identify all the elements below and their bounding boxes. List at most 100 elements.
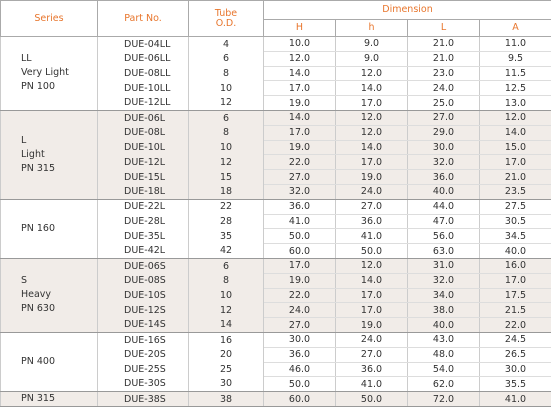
table-row: DUE-08S 8 19.0 14.0 32.0 17.0 [1, 273, 551, 289]
cell: 29.0 [407, 125, 480, 141]
table-row: DUE-08L 8 17.0 12.0 29.0 14.0 [1, 125, 551, 141]
part-no: DUE-06S [97, 257, 189, 274]
cell: 14.0 [335, 80, 408, 97]
cell: 34.5 [479, 228, 551, 245]
series-text: PN 100 [21, 81, 55, 93]
cell: 17.0 [263, 257, 336, 274]
cell: 12.0 [335, 66, 408, 82]
series-group: PN 160 DUE-22L 22 36.0 27.0 44.0 27.5 DUE-28L 28… [0, 198, 551, 259]
cell: 48.0 [407, 347, 480, 363]
table-row: DUE-25S 25 46.0 36.0 54.0 30.0 [1, 362, 551, 378]
part-no: DUE-15L [97, 169, 189, 185]
cell: 30.5 [479, 214, 551, 230]
table-row: DUE-06LL 6 12.0 9.0 21.0 9.5 [1, 51, 551, 67]
cell: 60.0 [263, 391, 336, 408]
cell: 22.0 [263, 288, 336, 304]
part-no: DUE-06L [97, 109, 189, 126]
series-text: L [21, 134, 27, 146]
cell: 14.0 [263, 66, 336, 82]
cell: 28 [188, 214, 264, 229]
series-text: Light [21, 148, 45, 160]
cell: 12 [188, 302, 264, 318]
cell: 27.0 [407, 109, 480, 126]
cell: 36.0 [263, 347, 336, 363]
table-row: DUE-08LL 8 14.0 12.0 23.0 11.5 [1, 66, 551, 82]
cell: 19.0 [335, 317, 408, 333]
cell: 38 [188, 391, 264, 408]
cell: 32.0 [263, 184, 336, 200]
cell: 24.0 [263, 302, 336, 319]
cell: 12.0 [335, 125, 408, 141]
part-no: DUE-12LL [97, 95, 189, 111]
part-no: DUE-35L [97, 228, 189, 244]
cell: 12.0 [479, 109, 551, 126]
header-row: Series Part No. Tube O.D. Dimension [0, 0, 551, 37]
cell: 50.0 [335, 391, 408, 408]
cell: 11.5 [479, 66, 551, 82]
cell: 17.0 [263, 125, 336, 141]
cell: 34.0 [407, 288, 480, 304]
cell: 17.0 [335, 302, 408, 319]
cell: 15.0 [479, 140, 551, 156]
cell: 56.0 [407, 228, 480, 245]
header-cell: Series [0, 0, 98, 37]
table-row: PN 160 DUE-22L 22 36.0 27.0 44.0 27.5 [0, 198, 551, 259]
cell: 19.0 [263, 140, 336, 156]
series-text: PN 315 [21, 393, 55, 405]
cell: 27.0 [263, 317, 336, 333]
series-group: LL Very Light PN 100 DUE-04LL 4 10.0 9.0 21.0 11… [0, 36, 551, 111]
cell: 14.0 [479, 125, 551, 141]
cell: 6 [188, 51, 264, 67]
cell: 24.0 [335, 331, 408, 348]
cell: 17.0 [263, 80, 336, 97]
cell: 27.0 [335, 198, 408, 215]
part-no: DUE-25S [97, 362, 189, 377]
series-text: PN 315 [21, 162, 55, 174]
cell: 35 [188, 228, 264, 244]
cell: 30.0 [479, 362, 551, 378]
part-no: DUE-08L [97, 125, 189, 141]
series-group: PN 315 DUE-38S 38 60.0 50.0 72.0 41.0 [0, 391, 551, 408]
header-cell: L [407, 19, 480, 37]
cell: 14.0 [335, 273, 408, 289]
part-no: DUE-42L [97, 243, 189, 259]
table-row: DUE-12S 12 24.0 17.0 38.0 21.5 [1, 302, 551, 319]
cell: 10 [188, 80, 264, 96]
part-no: DUE-06LL [97, 51, 189, 67]
cell: 41.0 [479, 391, 551, 408]
series-cell: PN 160 [0, 198, 98, 259]
cell: 19.0 [263, 273, 336, 289]
cell: 27.5 [479, 198, 551, 215]
cell: 24.0 [407, 80, 480, 97]
part-no: DUE-12S [97, 302, 189, 318]
cell: 20 [188, 347, 264, 363]
cell: 72.0 [407, 391, 480, 408]
cell: 35.5 [479, 376, 551, 393]
cell: 42 [188, 243, 264, 259]
header-cell: H [263, 19, 336, 37]
table-row: DUE-35L 35 50.0 41.0 56.0 34.5 [1, 228, 551, 245]
table-row: DUE-10S 10 22.0 17.0 34.0 17.5 [1, 288, 551, 304]
part-no: DUE-12L [97, 154, 189, 170]
table-row: PN 315 DUE-38S 38 60.0 50.0 72.0 41.0 [0, 391, 551, 408]
table-row: DUE-20S 20 36.0 27.0 48.0 26.5 [1, 347, 551, 363]
cell: 16 [188, 331, 264, 348]
part-no: DUE-08S [97, 273, 189, 289]
cell: 32.0 [407, 154, 480, 171]
series-cell: L Light PN 315 [0, 109, 98, 200]
cell: 47.0 [407, 214, 480, 230]
part-no: DUE-14S [97, 317, 189, 333]
cell: 25 [188, 362, 264, 377]
series-cell: PN 315 [0, 391, 98, 408]
cell: 9.0 [335, 36, 408, 52]
part-no: DUE-10L [97, 140, 189, 155]
table-row: S Heavy PN 630 DUE-06S 6 17.0 12.0 31.0 16.0 [0, 257, 551, 333]
cell: 44.0 [407, 198, 480, 215]
cell: 19.0 [335, 169, 408, 185]
cell: 40.0 [479, 243, 551, 259]
cell: 26.5 [479, 347, 551, 363]
cell: 10 [188, 288, 264, 303]
cell: 4 [188, 36, 264, 52]
cell: 17.0 [335, 95, 408, 111]
